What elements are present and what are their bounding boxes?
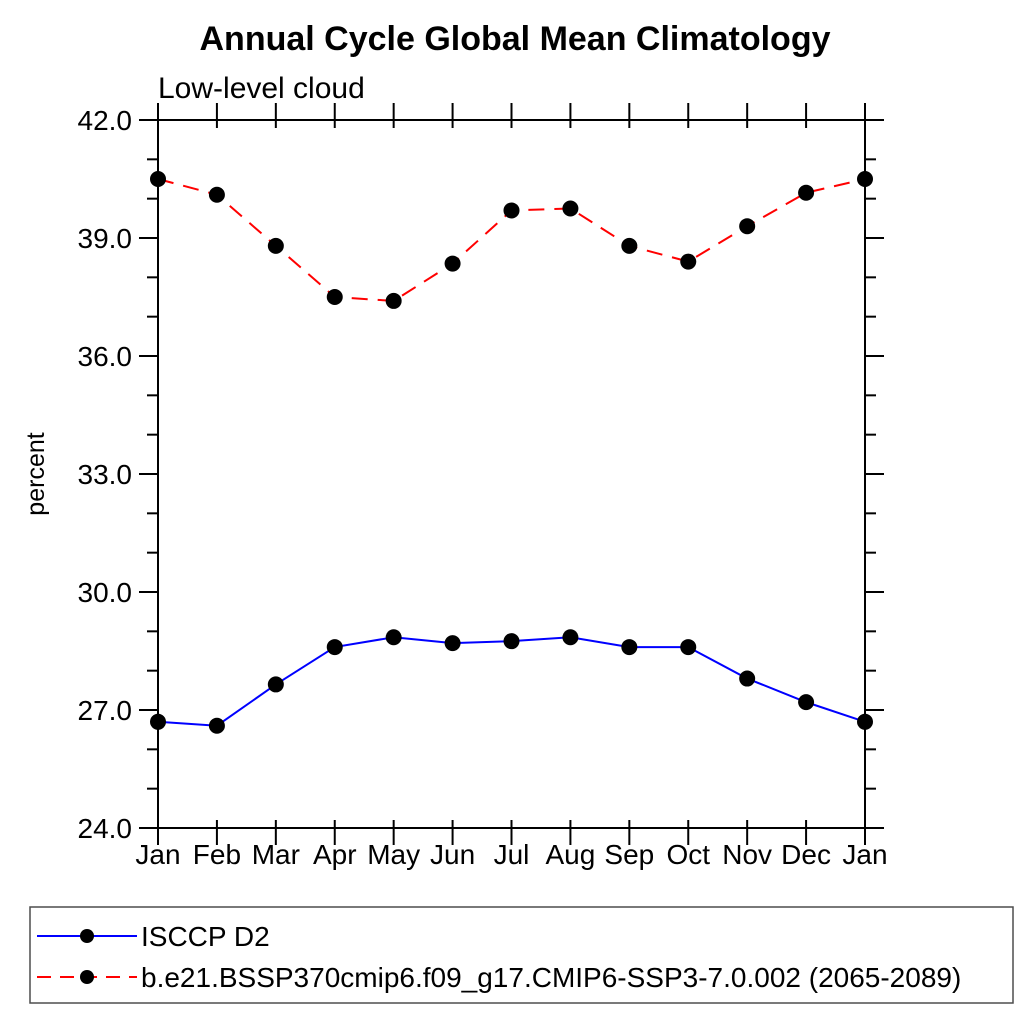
data-point-marker — [150, 171, 166, 187]
x-tick-label: Mar — [252, 839, 300, 870]
data-point-marker — [739, 218, 756, 235]
x-tick-label: Nov — [722, 839, 772, 870]
legend: ISCCP D2 b.e21.BSSP370cmip6.f09_g17.CMIP… — [29, 906, 1014, 1004]
legend-box — [29, 906, 1014, 1004]
x-tick-label: Apr — [313, 839, 357, 870]
y-tick-label: 30.0 — [78, 577, 133, 608]
data-point-marker — [444, 635, 461, 652]
data-point-marker — [267, 676, 284, 693]
x-tick-label: Jul — [494, 839, 530, 870]
data-point-marker — [326, 289, 343, 305]
x-tick-label: Jun — [430, 839, 475, 870]
y-tick-label: 36.0 — [78, 341, 133, 372]
data-point-marker — [621, 639, 638, 656]
data-point-marker — [444, 255, 461, 272]
data-point-marker — [562, 200, 579, 217]
x-tick-label: Dec — [781, 839, 831, 870]
chart-title: Annual Cycle Global Mean Climatology — [200, 20, 831, 58]
y-tick-label: 42.0 — [78, 105, 133, 136]
data-point-marker — [798, 694, 815, 711]
legend-sample-marker-0 — [80, 929, 94, 943]
data-point-marker — [562, 629, 579, 646]
y-tick-label: 27.0 — [78, 695, 133, 726]
x-tick-label: May — [367, 839, 420, 870]
data-series — [150, 171, 873, 734]
legend-label-model: b.e21.BSSP370cmip6.f09_g17.CMIP6-SSP3-7.… — [141, 962, 961, 993]
x-tick-label: Jan — [842, 839, 887, 870]
data-point-marker — [385, 292, 402, 309]
x-tick-label: Oct — [666, 839, 710, 870]
data-point-marker — [503, 633, 520, 650]
y-tick-label: 24.0 — [78, 813, 133, 844]
data-point-marker — [680, 639, 697, 656]
data-point-marker — [385, 629, 402, 646]
x-tick-label: Aug — [546, 839, 596, 870]
data-point-marker — [208, 717, 225, 734]
data-point-marker — [857, 713, 873, 730]
data-point-marker — [798, 184, 815, 201]
y-tick-label: 39.0 — [78, 223, 133, 254]
data-point-marker — [857, 171, 873, 187]
data-point-marker — [680, 253, 697, 270]
data-point-marker — [150, 713, 166, 730]
y-tick-label: 33.0 — [78, 459, 133, 490]
legend-sample-marker-1 — [80, 970, 94, 984]
series-line-1 — [157, 178, 866, 302]
data-point-marker — [503, 202, 520, 219]
x-tick-label: Jan — [135, 839, 180, 870]
plot-frame — [157, 119, 866, 829]
x-tick-label: Feb — [193, 839, 241, 870]
data-point-marker — [326, 639, 343, 656]
legend-line-samples — [37, 929, 137, 984]
y-axis-title: percent — [22, 432, 50, 515]
data-point-marker — [621, 237, 638, 254]
data-point-marker — [267, 237, 284, 254]
data-point-marker — [208, 186, 225, 203]
series-line-0 — [157, 636, 866, 727]
chart-subtitle: Low-level cloud — [158, 72, 365, 105]
data-point-marker — [739, 670, 756, 687]
legend-label-obs: ISCCP D2 — [141, 921, 270, 952]
x-tick-label: Sep — [604, 839, 654, 870]
axes-and-ticks: Jan Feb Mar Apr May Jun Jul Aug Sep Oct Nov Dec Jan2… — [78, 103, 888, 870]
